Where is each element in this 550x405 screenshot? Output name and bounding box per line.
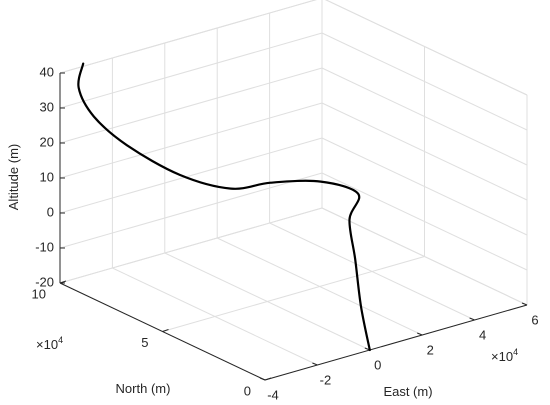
z-tick-label: 0 bbox=[47, 204, 54, 219]
grid-edge bbox=[59, 0, 317, 74]
y-tick bbox=[59, 280, 67, 284]
grid-line-back-z bbox=[59, 207, 323, 284]
grid-edge bbox=[325, 0, 528, 96]
x-tick-label: -4 bbox=[267, 387, 279, 402]
x-tick-label: 0 bbox=[374, 357, 381, 372]
y-tick-label: 5 bbox=[141, 335, 148, 350]
series-layer bbox=[77, 62, 371, 352]
x-tick bbox=[521, 302, 528, 306]
y-tick-label: 0 bbox=[244, 383, 251, 398]
grid-line-side-z bbox=[321, 207, 528, 306]
grid-line-side-z bbox=[321, 102, 528, 201]
y-tick bbox=[162, 329, 169, 332]
x-tick bbox=[259, 377, 266, 381]
x-axis-label: East (m) bbox=[383, 384, 432, 399]
x-tick bbox=[417, 332, 423, 336]
y-axis-label: North (m) bbox=[116, 381, 171, 396]
y-tick bbox=[264, 377, 272, 381]
grid-line-back-z bbox=[59, 32, 323, 109]
x-tick bbox=[469, 317, 475, 321]
z-tick-label: 40 bbox=[40, 64, 54, 79]
grid-line-side-z bbox=[321, 172, 528, 271]
y-exponent-label: ×104 bbox=[36, 335, 63, 352]
z-tick-label: -20 bbox=[35, 274, 54, 289]
grid-line-floor-y bbox=[162, 256, 425, 332]
trajectory-line bbox=[77, 62, 371, 352]
axes-box bbox=[59, 73, 528, 381]
grid-line-side-z bbox=[321, 137, 528, 236]
z-tick-label: 30 bbox=[40, 99, 54, 114]
x-tick-label: 4 bbox=[479, 327, 486, 342]
grid-line-back-z bbox=[59, 102, 323, 179]
x-tick-label: 2 bbox=[427, 342, 434, 357]
grid-line-side-z bbox=[321, 32, 528, 131]
z-tick-label: 20 bbox=[40, 134, 54, 149]
tick-marks bbox=[59, 72, 528, 381]
grid-line-back-z bbox=[59, 172, 323, 249]
x-tick-label: 6 bbox=[531, 312, 538, 327]
x-tick bbox=[312, 362, 318, 366]
z-axis-label: Altitude (m) bbox=[6, 144, 21, 210]
x-tick-label: -2 bbox=[320, 372, 332, 387]
grid-line-back-z bbox=[59, 67, 323, 144]
grid-lines bbox=[59, 0, 528, 381]
grid-line-side-z bbox=[321, 67, 528, 166]
y-tick-label: 10 bbox=[32, 286, 46, 301]
z-tick-label: -10 bbox=[35, 239, 54, 254]
grid-line-back-z bbox=[59, 137, 323, 214]
z-tick-label: 10 bbox=[40, 169, 54, 184]
x-axis-line bbox=[264, 304, 528, 381]
x-exponent-label: ×104 bbox=[491, 347, 518, 364]
